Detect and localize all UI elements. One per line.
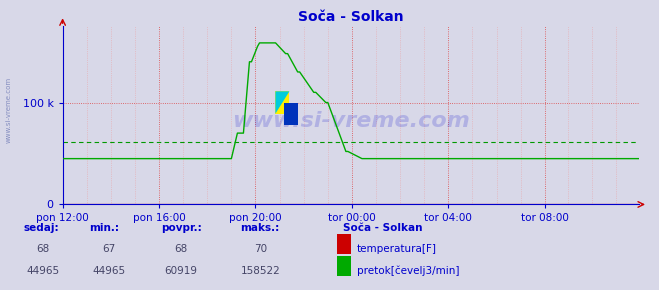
Text: temperatura[F]: temperatura[F] <box>357 244 437 254</box>
Text: 158522: 158522 <box>241 266 280 276</box>
Text: 68: 68 <box>36 244 49 254</box>
Bar <box>284 103 298 125</box>
Polygon shape <box>275 91 289 114</box>
Text: povpr.:: povpr.: <box>161 222 202 233</box>
Text: 70: 70 <box>254 244 267 254</box>
Text: 44965: 44965 <box>26 266 59 276</box>
Title: Soča - Solkan: Soča - Solkan <box>298 10 404 23</box>
Text: min.:: min.: <box>89 222 119 233</box>
Text: www.si-vreme.com: www.si-vreme.com <box>5 77 11 143</box>
Text: 68: 68 <box>175 244 188 254</box>
Text: 67: 67 <box>102 244 115 254</box>
Text: 60919: 60919 <box>165 266 198 276</box>
Text: pretok[čevelj3/min]: pretok[čevelj3/min] <box>357 266 460 276</box>
Text: Soča - Solkan: Soča - Solkan <box>343 222 422 233</box>
Text: sedaj:: sedaj: <box>23 222 59 233</box>
Text: www.si-vreme.com: www.si-vreme.com <box>232 110 470 130</box>
Text: maks.:: maks.: <box>241 222 280 233</box>
Text: 44965: 44965 <box>92 266 125 276</box>
Bar <box>275 91 289 114</box>
